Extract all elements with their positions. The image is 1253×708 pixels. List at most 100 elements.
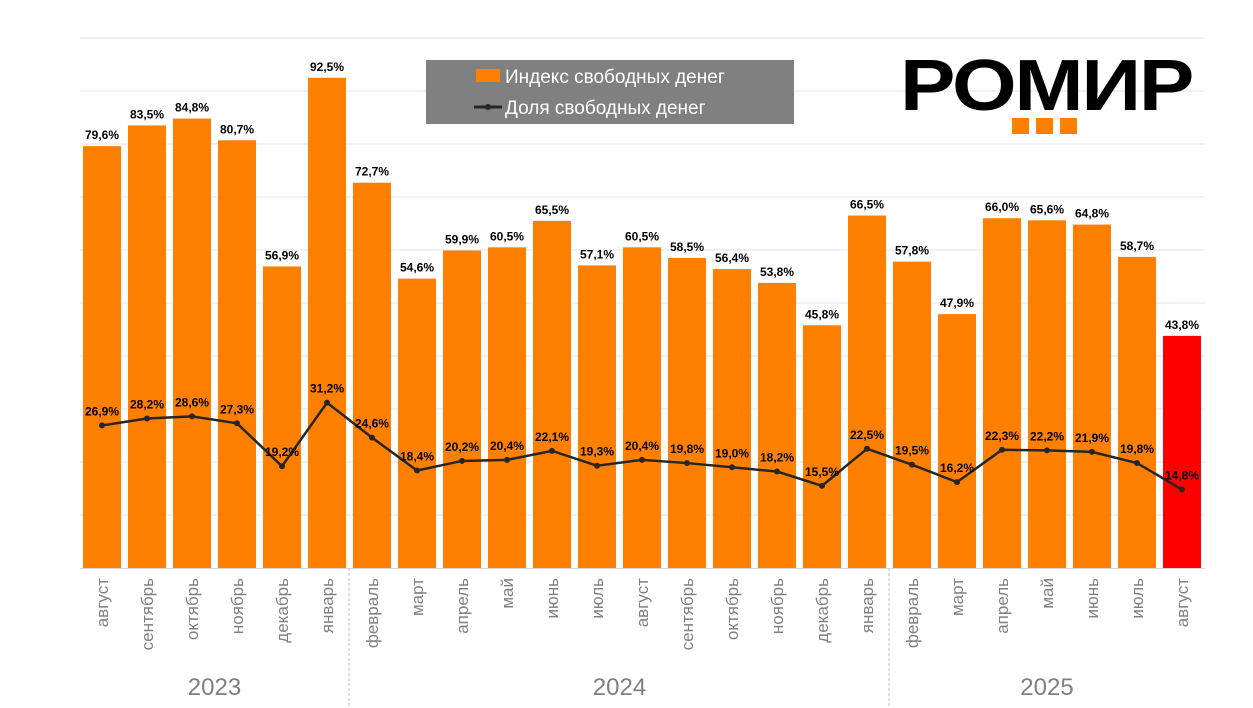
bars: 79,6% 83,5% 84,8% 80,7% 56,9% 92,5% 72,7% 54,6%…: [83, 60, 1201, 569]
bar: [983, 218, 1021, 568]
bar-data-label: 47,9%: [940, 296, 974, 310]
bar-data-label: 83,5%: [130, 107, 164, 121]
month-tick-label: май: [1038, 578, 1057, 609]
month-tick-label: сентябрь: [678, 578, 697, 651]
line-point: [234, 420, 240, 427]
line-point: [504, 456, 510, 463]
line-point: [684, 460, 690, 467]
bar: [803, 325, 841, 568]
bar-data-label: 66,5%: [850, 198, 884, 212]
bar-data-label: 56,4%: [715, 251, 749, 265]
month-tick-label: ноябрь: [768, 578, 787, 634]
bar-data-label: 92,5%: [310, 60, 344, 74]
line-point: [144, 415, 150, 422]
legend-line-marker: [485, 104, 491, 110]
month-tick-label: октябрь: [723, 578, 742, 640]
bar: [218, 140, 256, 569]
bar-data-label: 43,8%: [1165, 318, 1199, 332]
line-data-label: 20,2%: [445, 440, 479, 454]
line-data-label: 19,5%: [895, 444, 929, 458]
line-data-label: 24,6%: [355, 417, 389, 431]
line-point: [1089, 448, 1095, 455]
month-tick-label: август: [633, 578, 652, 627]
logo-dot: [1012, 118, 1029, 134]
month-tick-label: июнь: [543, 578, 562, 619]
month-tick-label: июль: [588, 578, 607, 619]
line-point: [909, 461, 915, 468]
line-point: [189, 413, 195, 420]
line-point: [1179, 486, 1185, 493]
line-point: [954, 479, 960, 486]
bar-data-label: 57,1%: [580, 247, 614, 261]
month-tick-label: июнь: [1083, 578, 1102, 619]
bar-data-label: 56,9%: [265, 248, 299, 262]
bar-data-label: 66,0%: [985, 200, 1019, 214]
logo-text: РОМИР: [900, 46, 1192, 126]
line-data-label: 18,4%: [400, 449, 434, 463]
bar: [488, 247, 526, 568]
month-tick-label: сентябрь: [138, 578, 157, 651]
month-tick-label: октябрь: [183, 578, 202, 640]
line-data-label: 18,2%: [760, 451, 794, 465]
bar-data-label: 80,7%: [220, 122, 254, 136]
bar-data-label: 79,6%: [85, 128, 119, 142]
line-point: [774, 468, 780, 475]
line-data-label: 19,8%: [1120, 442, 1154, 456]
month-tick-label: август: [93, 578, 112, 627]
x-axis: август сентябрь октябрь ноябрь декабрь январь…: [80, 568, 1205, 708]
bar: [1073, 224, 1111, 568]
line-data-label: 27,3%: [220, 402, 254, 416]
month-tick-label: март: [948, 578, 967, 616]
month-tick-label: февраль: [363, 578, 382, 648]
logo-dot: [1036, 118, 1053, 134]
line-data-label: 19,2%: [265, 445, 299, 459]
legend: Индекс свободных денег Доля свободных де…: [426, 60, 794, 124]
month-tick-label: май: [498, 578, 517, 609]
bar: [668, 257, 706, 568]
bar-data-label: 60,5%: [490, 229, 524, 243]
bar: [308, 77, 346, 568]
bar-data-label: 54,6%: [400, 261, 434, 275]
bar-data-label: 65,5%: [535, 203, 569, 217]
bar-data-label: 60,5%: [625, 229, 659, 243]
line-point: [414, 467, 420, 474]
line-point: [1134, 460, 1140, 467]
line-data-label: 21,9%: [1075, 431, 1109, 445]
bar-data-label: 58,5%: [670, 240, 704, 254]
bar: [173, 118, 211, 568]
month-tick-label: январь: [318, 578, 337, 633]
bar-data-label: 65,6%: [1030, 202, 1064, 216]
line-data-label: 19,3%: [580, 445, 614, 459]
line-point: [99, 422, 105, 429]
month-tick-label: февраль: [903, 578, 922, 648]
bar: [353, 182, 391, 568]
line-point: [999, 446, 1005, 453]
month-tick-label: декабрь: [813, 578, 832, 643]
line-data-label: 28,2%: [130, 398, 164, 412]
romir-logo: РОМИР: [900, 46, 1194, 134]
bar-data-label: 72,7%: [355, 165, 389, 179]
line-data-label: 26,9%: [85, 404, 119, 418]
bar: [128, 125, 166, 568]
line-point: [279, 463, 285, 470]
legend-label-share: Доля свободных денег: [505, 98, 706, 119]
bar: [83, 146, 121, 568]
line-data-label: 16,2%: [940, 461, 974, 475]
year-label: 2023: [188, 674, 241, 701]
bar: [938, 314, 976, 568]
bar: [1028, 220, 1066, 568]
bar: [893, 261, 931, 568]
line-series: 26,9% 28,2% 28,6% 27,3% 19,2% 31,2% 24,6% 18,4%…: [85, 382, 1199, 493]
line-data-label: 14,8%: [1165, 469, 1199, 483]
bar-data-label: 59,9%: [445, 233, 479, 247]
bar: [1118, 256, 1156, 568]
bar: [713, 269, 751, 568]
bar-data-label: 57,8%: [895, 244, 929, 258]
bar-data-label: 58,7%: [1120, 239, 1154, 253]
bar: [578, 265, 616, 568]
line-data-label: 28,6%: [175, 395, 209, 409]
line-point: [549, 447, 555, 454]
line-data-label: 31,2%: [310, 382, 344, 396]
month-tick-label: январь: [858, 578, 877, 633]
